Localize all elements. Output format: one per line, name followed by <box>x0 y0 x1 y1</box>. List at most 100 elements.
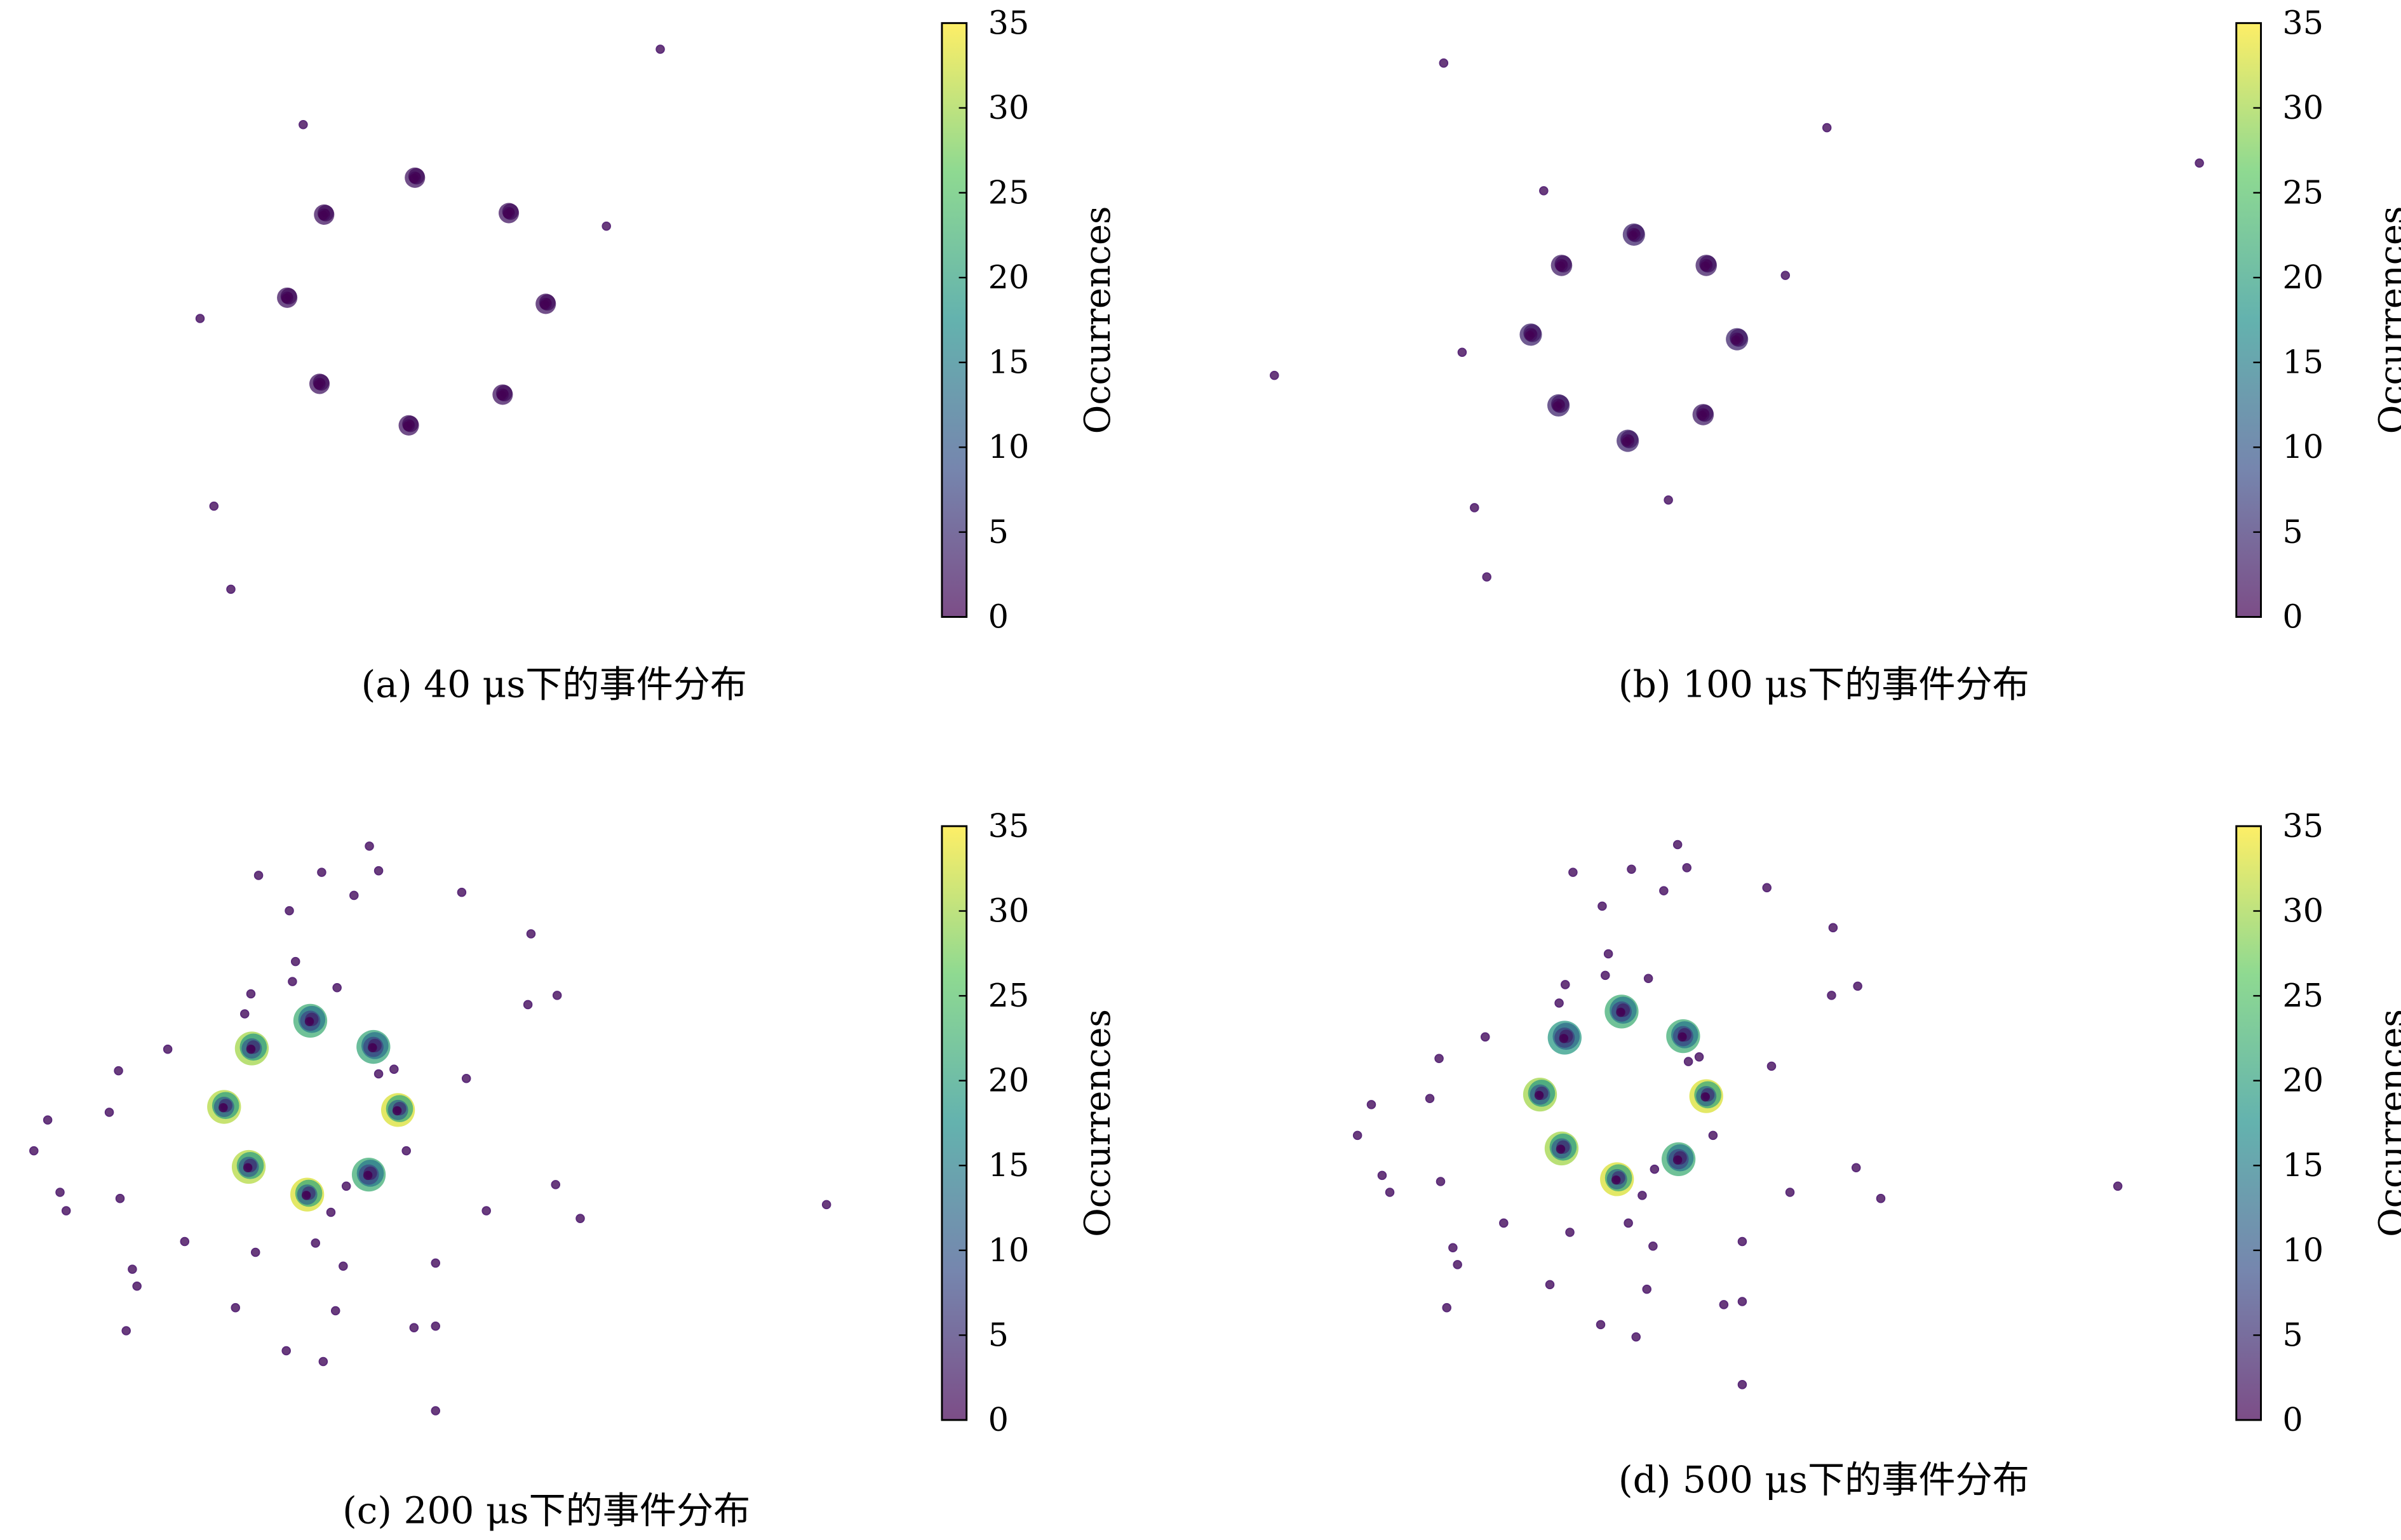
event-cluster <box>290 1177 325 1212</box>
scatter-point <box>43 1115 53 1125</box>
scatter-point <box>246 989 256 999</box>
event-cluster <box>1550 255 1573 276</box>
event-cluster <box>1519 323 1542 346</box>
scatter-point <box>1568 867 1578 877</box>
scatter-point <box>1719 1300 1729 1309</box>
scatter-point <box>285 906 294 916</box>
colorbar-tick-label: 15 <box>2282 344 2324 381</box>
scatter-point <box>1597 901 1607 911</box>
scatter-point <box>373 1069 384 1079</box>
scatter-point <box>373 866 384 876</box>
scatter-point <box>1766 1061 1777 1071</box>
scatter-point <box>431 1406 440 1416</box>
scatter-point <box>299 119 308 130</box>
scatter-point <box>1664 495 1673 505</box>
scatter-point <box>1853 981 1862 991</box>
colorbar-tick-label: 25 <box>988 977 1030 1014</box>
colorbar-tick-label: 0 <box>2282 598 2303 635</box>
event-cluster <box>405 167 426 188</box>
cluster-point <box>363 1170 373 1181</box>
scatter-point <box>1648 1242 1658 1251</box>
cluster-point <box>1552 401 1563 411</box>
scatter-point <box>311 1238 320 1248</box>
event-cluster <box>277 287 298 308</box>
scatter-point <box>1480 1032 1490 1042</box>
colorbar-gradient <box>941 825 968 1421</box>
scatter-point <box>1554 998 1564 1008</box>
event-cluster <box>1547 1021 1582 1055</box>
scatter-point <box>389 1064 399 1074</box>
event-cluster <box>1661 1142 1696 1177</box>
scatter-point <box>339 1261 348 1271</box>
colorbar-tick-label: 30 <box>2282 89 2324 126</box>
scatter-point <box>1762 883 1772 893</box>
colorbar-tick-label: 15 <box>2282 1146 2324 1184</box>
scatter-point <box>1624 1218 1633 1228</box>
cluster-point <box>392 1106 402 1116</box>
scatter-point <box>1682 863 1691 873</box>
event-cluster <box>1617 429 1639 452</box>
event-cluster <box>309 373 330 394</box>
cluster-point <box>1559 1033 1569 1043</box>
scatter-panel: 0 5 10 15 20 25 30 35 Occurrences (d) 500 μs下的事件分… <box>1352 807 2401 1501</box>
cluster-point <box>304 1017 314 1026</box>
scatter-point <box>318 1356 328 1367</box>
scatter-point <box>128 1264 137 1274</box>
scatter-point <box>551 1180 560 1189</box>
colorbar-tick-label: 20 <box>2282 258 2324 296</box>
scatter-point <box>1600 970 1610 981</box>
cluster-point <box>1616 1007 1625 1017</box>
colorbar-tick-label: 15 <box>988 344 1030 381</box>
scatter-point <box>1560 980 1570 989</box>
colorbar-tick-label: 10 <box>2282 428 2324 465</box>
scatter-point <box>365 841 374 851</box>
scatter-point <box>552 991 562 1000</box>
colorbar-gradient <box>2235 22 2262 618</box>
scatter-point <box>1434 1054 1444 1064</box>
cluster-point <box>1731 335 1741 345</box>
scatter-point <box>231 1302 240 1313</box>
cluster-point <box>1678 1032 1687 1042</box>
colorbar-gradient <box>941 22 968 618</box>
colorbar-label: Occurrences <box>2372 206 2401 434</box>
event-cluster <box>535 293 556 314</box>
event-cluster <box>492 384 513 405</box>
event-cluster <box>293 1003 328 1038</box>
colorbar-label: Occurrences <box>2372 1009 2401 1237</box>
colorbar-tick-label: 30 <box>2282 892 2324 929</box>
scatter-point <box>1565 1228 1575 1237</box>
scatter-point <box>163 1044 173 1054</box>
cluster-point <box>1622 437 1632 446</box>
colorbar-tick-label: 5 <box>988 513 1009 551</box>
cluster-point <box>246 1044 256 1054</box>
scatter-point <box>253 871 264 880</box>
scatter-point <box>409 1323 419 1332</box>
colorbar-tick-label: 20 <box>988 1062 1030 1099</box>
colorbar-tick-label: 25 <box>988 173 1030 211</box>
scatter-point <box>1627 864 1636 874</box>
event-cluster <box>351 1157 386 1192</box>
scatter-point <box>602 221 611 231</box>
scatter-point <box>431 1258 440 1268</box>
scatter-point <box>526 929 536 939</box>
scatter-point <box>523 1000 533 1010</box>
scatter-point <box>1642 1284 1651 1294</box>
cluster-point <box>301 1191 311 1200</box>
scatter-point <box>349 890 359 901</box>
event-cluster <box>1604 994 1639 1029</box>
scatter-point <box>1448 1243 1458 1252</box>
colorbar-tick-label: 30 <box>988 892 1030 929</box>
scatter-point <box>1650 1164 1660 1174</box>
panel-caption: (d) 500 μs下的事件分布 <box>1618 1458 2029 1501</box>
scatter-point <box>1785 1188 1795 1197</box>
scatter-point <box>1737 1297 1747 1306</box>
colorbar-tick-label: 25 <box>2282 977 2324 1014</box>
scatter-point <box>1425 1094 1435 1103</box>
scatter-point <box>2113 1181 2123 1191</box>
scatter-point <box>180 1236 190 1247</box>
panel-caption: (c) 200 μs下的事件分布 <box>342 1489 750 1532</box>
scatter-point <box>209 501 219 511</box>
scatter-panel: 0 5 10 15 20 25 30 35 Occurrences (b) 100 μs下的事件分… <box>1270 4 2401 706</box>
colorbar-tick-label: 35 <box>2282 807 2324 845</box>
colorbar-tick-label: 35 <box>988 807 1030 845</box>
